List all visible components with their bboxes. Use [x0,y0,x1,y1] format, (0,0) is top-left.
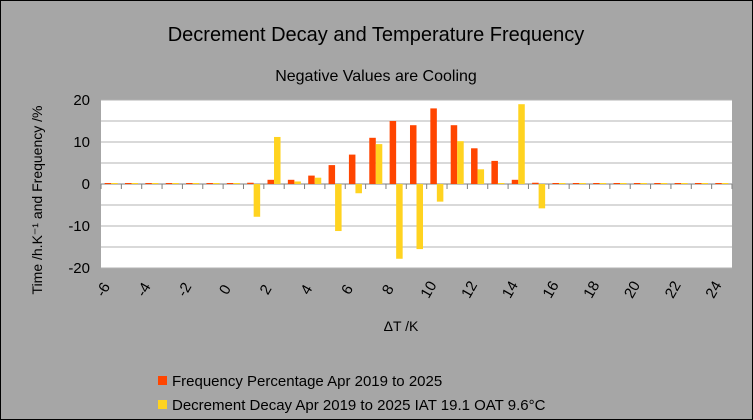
bar-decrement-decay-9 [416,184,424,250]
bar-frequency-9 [409,125,417,184]
bar-frequency-14 [511,179,519,184]
bar-decrement-decay-2 [274,136,281,184]
x-axis-label: ΔT /K [384,318,419,334]
bar-decrement-decay-21 [660,183,668,184]
bar-frequency--5 [125,183,132,184]
bar-frequency-21 [654,183,661,184]
bar-frequency--2 [186,183,193,184]
bar-frequency-24 [715,183,722,184]
bar-frequency-12 [471,148,478,184]
bar-decrement-decay-0 [233,183,240,184]
bar-decrement-decay--2 [192,183,200,184]
bar-frequency-6 [348,154,356,184]
legend: Frequency Percentage Apr 2019 to 2025 De… [158,373,546,414]
bar-decrement-decay-24 [721,183,729,184]
bar-frequency-17 [572,183,580,184]
bar-decrement-decay-12 [477,169,485,184]
y-tick-labels: -20 -10 0 10 20 [68,92,90,277]
x-tick-label: 18 [580,278,603,301]
x-tick-label: 16 [540,278,563,301]
bar-decrement-decay--5 [131,183,139,184]
bar-frequency-7 [369,137,376,184]
bar-frequency-3 [287,179,295,184]
legend-label-frequency: Frequency Percentage Apr 2019 to 2025 [172,373,442,390]
bar-decrement-decay-18 [599,183,607,184]
bar-frequency-18 [593,183,600,184]
bar-frequency-22 [674,183,682,184]
x-tick-label: 14 [499,278,522,301]
legend-swatch-decrement-decay [158,400,167,409]
x-tick-labels: -6 -4 -2 0 2 4 6 8 10 12 14 16 18 20 22 24 [93,278,726,301]
y-tick-label: -20 [68,260,90,277]
bar-decrement-decay-20 [640,183,647,184]
bar-decrement-decay-15 [538,184,546,209]
bar-frequency-13 [491,160,498,184]
y-tick-label: 20 [73,92,90,109]
bar-decrement-decay-8 [396,184,403,259]
bar-frequency-15 [532,182,539,184]
bar-frequency-8 [389,121,397,184]
bar-decrement-decay-4 [314,177,322,184]
x-tick-label: 24 [702,278,725,301]
bar-decrement-decay--6 [111,183,118,184]
bar-decrement-decay-10 [436,184,444,202]
bar-decrement-decay-13 [497,183,505,184]
legend-label-decrement-decay: Decrement Decay Apr 2019 to 2025 IAT 19.… [172,397,546,414]
bar-frequency-10 [430,108,437,184]
x-tick-label: 12 [458,278,481,301]
bar-decrement-decay-23 [701,183,708,184]
bar-decrement-decay--1 [212,183,220,184]
y-tick-label: -10 [68,218,90,235]
y-tick-label: 0 [82,176,90,193]
bar-decrement-decay-19 [620,183,627,184]
bar-frequency-1 [247,182,254,184]
bars [104,104,729,259]
bar-decrement-decay-3 [294,181,301,184]
bar-frequency-2 [267,179,275,184]
bar-frequency-4 [308,175,315,184]
bar-frequency--6 [104,183,112,184]
x-tick-label: 22 [662,278,685,301]
bar-frequency-23 [694,183,702,184]
bar-decrement-decay-17 [579,183,586,184]
bar-frequency-5 [328,165,336,184]
x-tick-label: 20 [621,278,644,301]
bar-decrement-decay-5 [335,184,342,232]
y-axis-label: Time /h.K⁻¹ and Frequency /% [29,106,45,295]
y-tick-label: 10 [73,134,90,151]
bar-decrement-decay-6 [355,184,362,194]
bar-frequency-19 [613,183,621,184]
chart-title: Decrement Decay and Temperature Frequenc… [168,24,585,46]
bar-decrement-decay-7 [375,144,383,184]
bar-frequency--4 [145,183,152,184]
bar-decrement-decay-11 [457,141,464,184]
bar-decrement-decay-1 [253,184,261,217]
legend-swatch-frequency [158,376,167,385]
bar-frequency-20 [633,183,641,184]
bar-decrement-decay--3 [172,183,179,184]
chart-subtitle: Negative Values are Cooling [275,68,477,85]
bar-decrement-decay-16 [558,183,566,184]
bar-decrement-decay-22 [681,183,688,184]
bar-frequency--1 [206,183,213,184]
bar-decrement-decay-14 [518,104,525,184]
bar-frequency--3 [165,183,173,184]
bar-frequency-0 [226,183,234,184]
bar-frequency-11 [450,125,458,184]
bar-decrement-decay--4 [151,183,159,184]
x-tick-label: 10 [417,278,440,301]
bar-frequency-16 [552,183,559,184]
